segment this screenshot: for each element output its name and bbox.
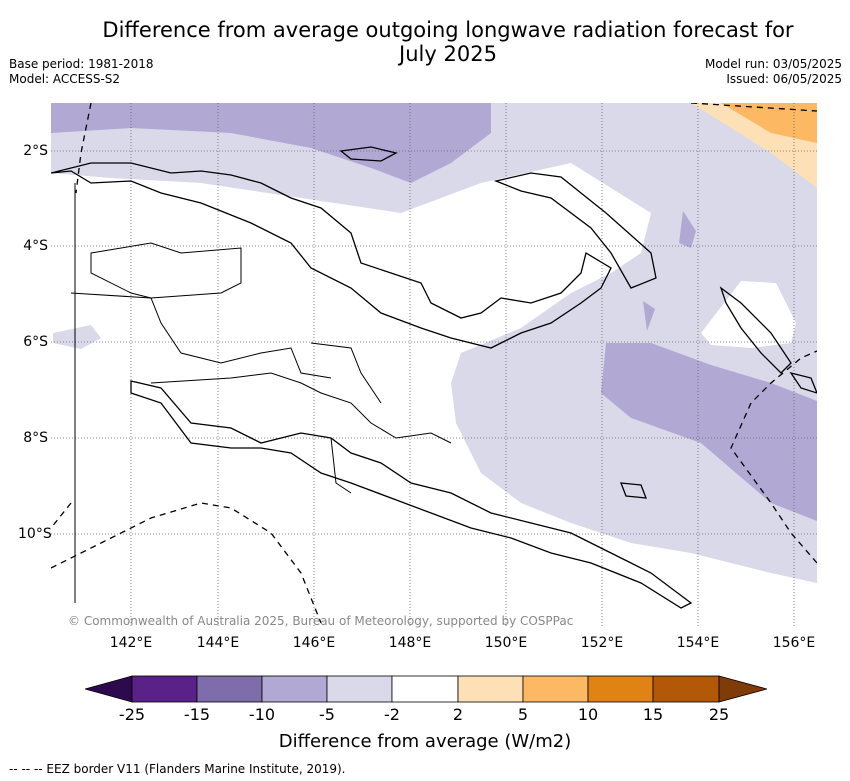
- base-period: Base period: 1981-2018: [9, 57, 154, 71]
- colorbar-bin: [131, 675, 198, 703]
- colorbar-tick: -2: [384, 705, 400, 724]
- coastline-new-britain: [493, 172, 657, 289]
- lat-label: 10°S: [18, 526, 52, 542]
- model-name: Model: ACCESS-S2: [9, 72, 121, 86]
- colorbar-extend-high: [718, 675, 767, 703]
- lat-label: 8°S: [23, 430, 48, 446]
- colorbar-bin: [457, 675, 524, 703]
- colorbar-tick: -25: [118, 705, 146, 724]
- lat-label: 2°S: [23, 143, 48, 159]
- map-panel: [51, 103, 817, 628]
- colorbar-tick: -5: [319, 705, 335, 724]
- coastlines: [51, 146, 817, 609]
- province-borders: [70, 183, 452, 603]
- eez-borders: [51, 103, 817, 624]
- lon-label: 154°E: [676, 635, 720, 651]
- eez-legend-note: -- -- -- EEZ border V11 (Flanders Marine…: [9, 762, 346, 776]
- coastline-islands-east: [620, 482, 647, 499]
- coastline-new-ireland: [719, 286, 792, 374]
- lat-label: 6°S: [23, 334, 48, 350]
- colorbar: [85, 675, 767, 703]
- colorbar-tick: -15: [183, 705, 211, 724]
- meta-left: Base period: 1981-2018 Model: ACCESS-S2: [9, 57, 154, 87]
- meta-right: Model run: 03/05/2025 Issued: 06/05/2025: [705, 57, 842, 87]
- lon-label: 156°E: [772, 635, 816, 651]
- colorbar-bin: [652, 675, 720, 703]
- anomaly-region-neg10-neg5-small: [679, 211, 696, 248]
- anomaly-region-neg5-neg2-west: [53, 325, 101, 349]
- lon-label: 146°E: [292, 635, 336, 651]
- anomaly-region-5-10: [721, 103, 817, 143]
- colorbar-tick: 10: [577, 705, 599, 724]
- colorbar-bin: [391, 675, 459, 703]
- lon-label: 150°E: [484, 635, 528, 651]
- colorbar-bin: [587, 675, 654, 703]
- lon-label: 142°E: [109, 635, 153, 651]
- anomaly-region-neg10-neg5-tiny: [643, 301, 655, 331]
- eez-border-southwest: [51, 502, 322, 624]
- lon-label: 152°E: [580, 635, 624, 651]
- lon-label: 148°E: [388, 635, 432, 651]
- issued-date: Issued: 06/05/2025: [726, 72, 842, 86]
- eez-border-west: [75, 103, 92, 194]
- anomaly-region-neg5-neg2: [51, 103, 817, 583]
- coastline-northern-islands: [339, 146, 398, 162]
- coastline-new-guinea: [51, 162, 612, 349]
- colorbar-bin: [522, 675, 589, 703]
- gridlines: [51, 103, 817, 628]
- colorbar-bin: [326, 675, 393, 703]
- colorbar-tick: 5: [517, 705, 529, 724]
- colorbar-bin: [196, 675, 263, 703]
- colorbar-tick: 25: [708, 705, 730, 724]
- copyright-notice: © Commonwealth of Australia 2025, Bureau…: [68, 614, 574, 628]
- eez-border-southeast: [730, 350, 817, 564]
- coastline-southern-png: [130, 380, 693, 609]
- colorbar-label: Difference from average (W/m2): [278, 731, 572, 752]
- colorbar-tick: -10: [248, 705, 276, 724]
- anomaly-region-near-zero: [701, 281, 796, 348]
- lat-label: 4°S: [23, 238, 48, 254]
- anomaly-region-neg10-neg5-south: [601, 343, 817, 521]
- lon-label: 144°E: [196, 635, 240, 651]
- colorbar-bin: [261, 675, 328, 703]
- colorbar-extend-low: [85, 675, 133, 703]
- coastline-bougainville: [789, 371, 817, 394]
- model-run: Model run: 03/05/2025: [704, 57, 842, 71]
- colorbar-tick: 15: [642, 705, 664, 724]
- colorbar-tick: 2: [452, 705, 464, 724]
- chart-title: Difference from average outgoing longwav…: [102, 18, 794, 66]
- anomaly-region-neg10-neg5-north: [51, 103, 491, 183]
- eez-border-southwest-short: [51, 502, 72, 529]
